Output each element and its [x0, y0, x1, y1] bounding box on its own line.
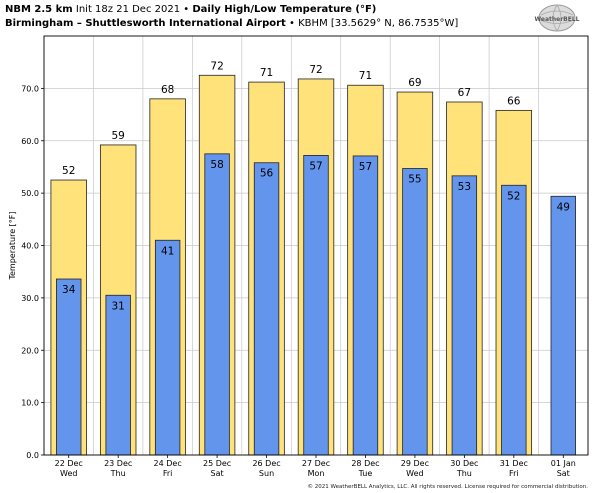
low-temp-bar [402, 168, 428, 456]
x-tick-date-label: 29 Dec [401, 459, 429, 468]
chart-title: Daily High/Low Temperature (°F) [192, 4, 377, 15]
low-temp-label: 58 [210, 159, 223, 171]
x-tick-day-label: Wed [406, 469, 423, 478]
x-tick-day-label: Fri [509, 469, 519, 478]
low-temp-bar [253, 162, 280, 456]
y-tick-label: 50.0 [21, 189, 39, 198]
low-temp-label: 34 [62, 284, 76, 296]
low-temp-label: 56 [260, 168, 274, 180]
low-temp-bar [451, 175, 478, 456]
x-tick-date-label: 24 Dec [154, 459, 182, 468]
low-temp-bar [501, 184, 527, 456]
x-tick-date-label: 23 Dec [104, 459, 132, 468]
x-tick-date-label: 22 Dec [55, 459, 83, 468]
x-tick-date-label: 27 Dec [302, 459, 330, 468]
init-time: Init 18z 21 Dec 2021 [75, 4, 181, 15]
low-temp-label: 53 [458, 181, 471, 193]
low-temp-label: 49 [557, 201, 570, 213]
low-temp-bar [550, 195, 576, 456]
x-tick-day-label: Tue [358, 469, 373, 478]
low-temp-label: 57 [359, 161, 372, 173]
x-tick-day-label: Fri [163, 469, 173, 478]
low-temp-label: 57 [309, 160, 322, 172]
low-temp-bar [56, 278, 82, 456]
x-tick-date-label: 01 Jan [551, 459, 576, 468]
x-tick-date-label: 25 Dec [203, 459, 231, 468]
low-temp-bar [352, 155, 379, 456]
high-temp-label: 67 [458, 87, 471, 99]
y-axis-label: Temperature [°F] [8, 211, 17, 280]
x-tick-day-label: Thu [110, 469, 126, 478]
y-tick-label: 0.0 [26, 451, 39, 460]
y-tick-label: 30.0 [21, 294, 39, 303]
globe-logo-icon: WeatherBELL [534, 4, 580, 32]
low-temp-bar [303, 155, 329, 456]
y-tick-label: 60.0 [21, 137, 39, 146]
x-tick-day-label: Thu [456, 469, 472, 478]
x-tick-date-label: 31 Dec [500, 459, 528, 468]
low-temp-bar [204, 153, 230, 456]
y-tick-label: 20.0 [21, 346, 39, 355]
x-tick-day-label: Sat [557, 469, 570, 478]
x-tick-day-label: Wed [60, 469, 77, 478]
chart-header: NBM 2.5 km Init 18z 21 Dec 2021 • Daily … [5, 3, 458, 31]
x-tick-day-label: Sat [211, 469, 224, 478]
x-tick-day-label: Sun [259, 469, 274, 478]
high-temp-label: 66 [507, 95, 521, 107]
x-tick-date-label: 26 Dec [252, 459, 280, 468]
low-temp-bar [105, 294, 131, 456]
high-temp-label: 72 [210, 60, 223, 72]
logo-text: WeatherBELL [534, 16, 579, 23]
plot-frame [43, 35, 589, 456]
station-name: Birmingham – Shuttlesworth International… [5, 18, 286, 29]
high-temp-label: 71 [359, 70, 372, 82]
model-name: NBM 2.5 km [5, 4, 73, 15]
low-temp-label: 41 [161, 245, 174, 257]
low-temp-label: 55 [408, 174, 421, 186]
separator-bullet-2: • [289, 18, 295, 29]
weatherbell-logo: WeatherBELL [522, 3, 592, 37]
y-tick-label: 10.0 [21, 399, 39, 408]
high-temp-label: 72 [309, 64, 322, 76]
header-line-2: Birmingham – Shuttlesworth International… [5, 17, 458, 31]
station-meta: KBHM [33.5629° N, 86.7535°W] [298, 18, 459, 29]
separator-bullet: • [183, 4, 190, 15]
y-tick-label: 40.0 [21, 242, 39, 251]
y-tick-label: 70.0 [21, 84, 39, 93]
copyright-footer: © 2021 WeatherBELL Analytics, LLC. All r… [307, 484, 588, 490]
high-temp-label: 71 [260, 67, 273, 79]
x-tick-date-label: 28 Dec [351, 459, 379, 468]
high-temp-label: 68 [161, 84, 174, 96]
low-temp-bar [154, 239, 181, 456]
high-temp-label: 69 [408, 77, 421, 89]
high-temp-label: 52 [62, 165, 75, 177]
x-tick-day-label: Mon [308, 469, 325, 478]
x-tick-date-label: 30 Dec [450, 459, 478, 468]
low-temp-label: 31 [111, 300, 124, 312]
high-temp-label: 59 [111, 130, 124, 142]
header-line-1: NBM 2.5 km Init 18z 21 Dec 2021 • Daily … [5, 3, 458, 17]
low-temp-label: 52 [507, 190, 520, 202]
